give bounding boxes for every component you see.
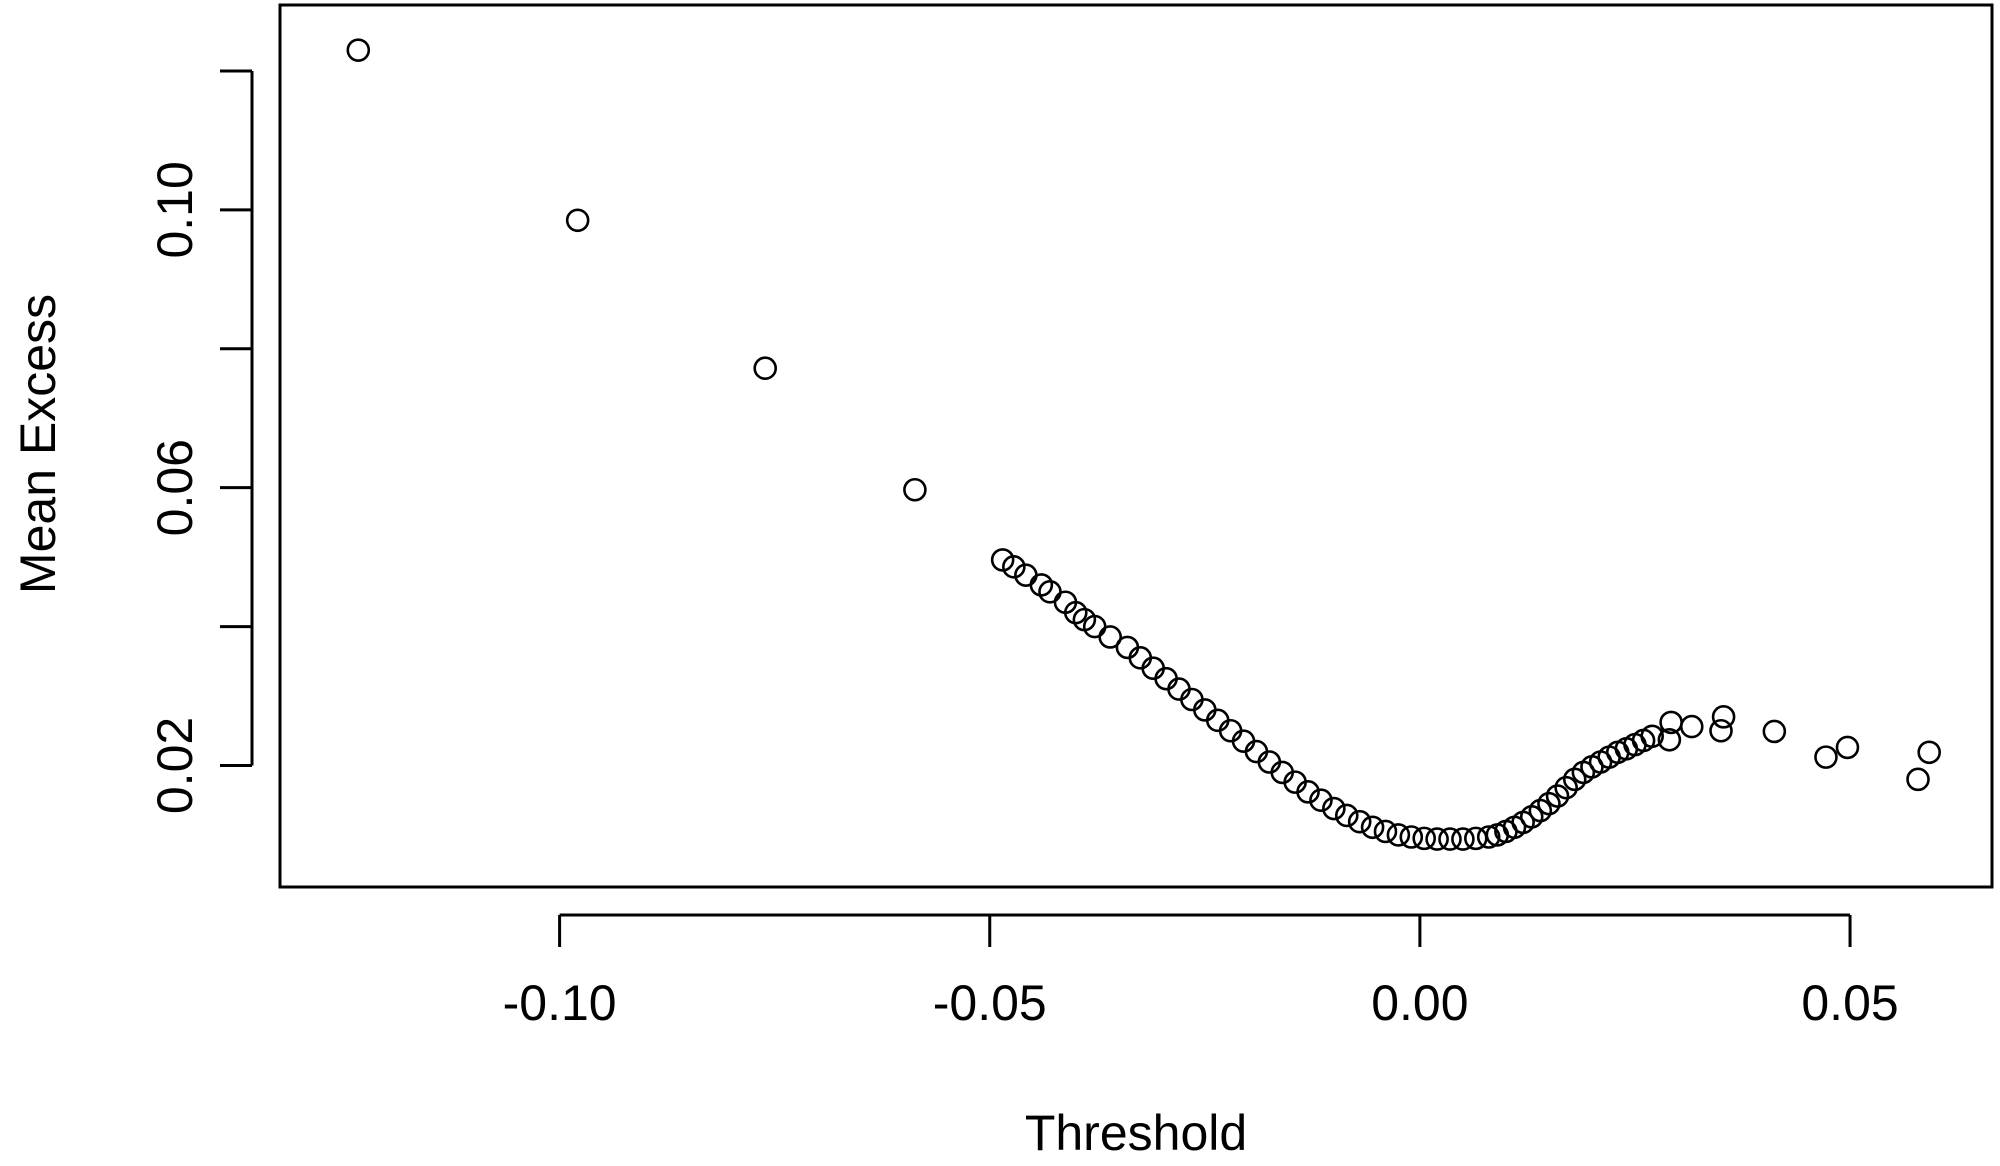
data-point [1917, 740, 1941, 765]
data-point [1322, 796, 1346, 821]
data-point [1386, 823, 1411, 847]
data-point [346, 38, 371, 62]
data-point [1657, 727, 1682, 752]
data-point [1205, 708, 1230, 733]
data-point [903, 477, 927, 502]
data-point [1334, 803, 1359, 828]
data-point [1002, 555, 1026, 579]
data-point [1193, 698, 1217, 722]
data-point [1412, 826, 1437, 851]
y-tick-label: 0.02 [147, 717, 203, 814]
data-point [1180, 687, 1204, 712]
x-axis-title: Threshold [1025, 1105, 1247, 1161]
data-point [1399, 825, 1424, 849]
y-axis-title: Mean Excess [10, 294, 66, 594]
data-point [1231, 729, 1256, 753]
data-point [1545, 784, 1570, 808]
data-point [1244, 739, 1269, 764]
data-point [1373, 819, 1398, 844]
data-point [1537, 791, 1561, 816]
data-point [1154, 666, 1178, 691]
data-point [1814, 745, 1838, 769]
plot-frame [278, 3, 1994, 889]
x-axis: -0.10 -0.05 0.00 0.05 [503, 913, 1899, 1031]
x-tick-label: -0.05 [933, 975, 1047, 1031]
data-point [1425, 827, 1449, 851]
data-point [753, 356, 778, 381]
data-point [1554, 775, 1578, 800]
y-tick-label: 0.10 [147, 161, 203, 258]
data-point [1167, 677, 1191, 701]
data-point [1640, 724, 1664, 749]
data-point [1679, 714, 1704, 739]
data-point [565, 208, 590, 233]
data-point [1360, 815, 1385, 840]
data-point [1296, 780, 1320, 804]
data-point [1218, 718, 1243, 743]
y-axis: 0.02 0.06 0.10 [147, 69, 254, 814]
data-point [1835, 735, 1860, 760]
y-tick-label: 0.06 [147, 439, 203, 536]
data-point [1115, 635, 1140, 660]
data-point [1762, 719, 1787, 744]
data-point [1906, 767, 1930, 792]
data-point [1257, 750, 1282, 774]
data-point [1709, 718, 1733, 743]
data-point [1711, 705, 1736, 729]
data-point [1098, 625, 1122, 649]
x-tick-label: 0.00 [1371, 975, 1468, 1031]
data-point [1476, 825, 1501, 849]
data-points [346, 38, 1941, 851]
x-tick-label: -0.10 [503, 975, 617, 1031]
data-point [1438, 827, 1462, 851]
data-point [1141, 656, 1166, 681]
data-point [1451, 827, 1475, 851]
data-point [1128, 646, 1153, 670]
data-point [1347, 809, 1372, 834]
data-point [1309, 788, 1333, 812]
x-tick-label: 0.05 [1801, 975, 1898, 1031]
